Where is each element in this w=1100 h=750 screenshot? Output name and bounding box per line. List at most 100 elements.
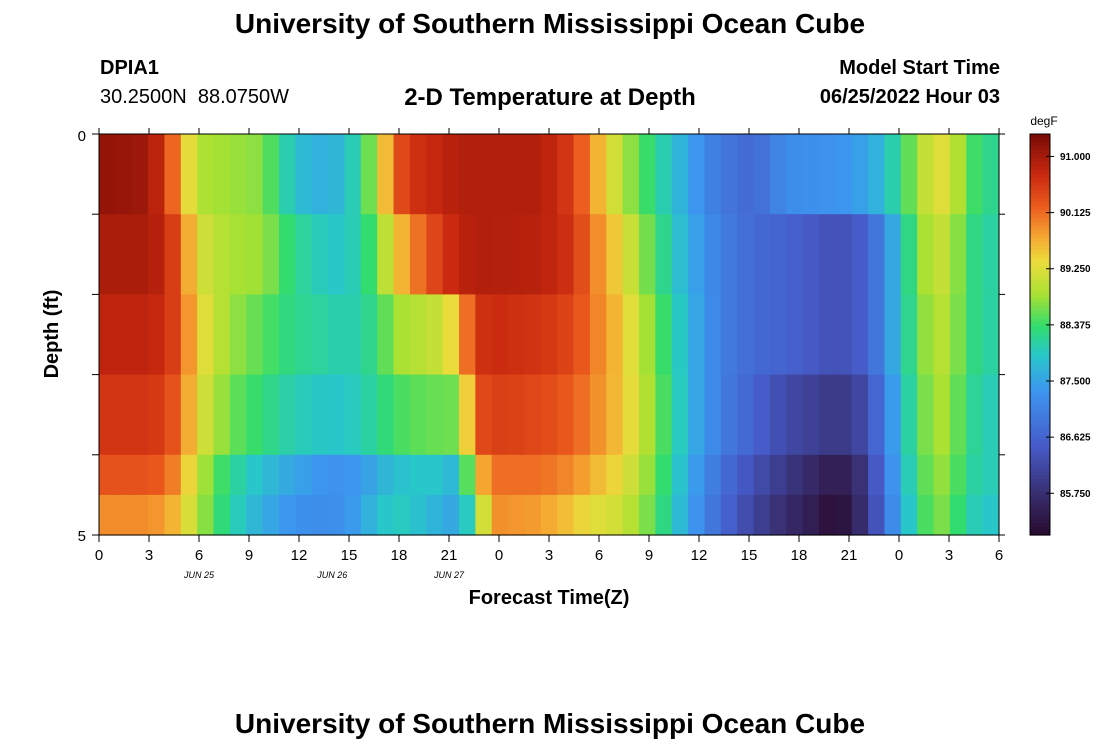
heatmap-cell [508, 494, 526, 536]
heatmap-cell [868, 294, 886, 376]
colorbar-tick-label: 85.750 [1060, 489, 1091, 500]
heatmap-cell [328, 134, 346, 215]
colorbar-swatch [1030, 286, 1050, 291]
heatmap-cell [622, 294, 640, 376]
heatmap-cell [966, 454, 984, 496]
heatmap-cell [819, 134, 836, 215]
heatmap-cell [377, 454, 395, 496]
heatmap-cell [393, 494, 411, 536]
heatmap-cell [851, 134, 869, 215]
heatmap-cell [229, 454, 247, 496]
heatmap-cell [131, 374, 149, 456]
heatmap-cell [737, 454, 755, 496]
heatmap-cell [360, 454, 378, 496]
heatmap-cell [524, 494, 542, 536]
heatmap-cell [753, 294, 771, 376]
heatmap-cell [655, 134, 673, 215]
heatmap-cell [262, 214, 280, 295]
heatmap-cell [475, 134, 493, 215]
heatmap-cell [917, 494, 935, 536]
heatmap-cell [246, 454, 264, 496]
colorbar-swatch [1030, 470, 1050, 476]
x-tick-label: 18 [391, 547, 408, 564]
x-tick-label: 3 [545, 547, 553, 564]
heatmap-cell [131, 294, 149, 376]
heatmap-cell [769, 294, 787, 376]
heatmap-cell [409, 374, 427, 456]
colorbar-swatch [1030, 182, 1050, 187]
heatmap-cell [148, 134, 166, 215]
heatmap-cell [819, 494, 836, 536]
colorbar-swatch [1030, 390, 1050, 396]
colorbar-swatch [1030, 518, 1050, 524]
heatmap-cell [328, 214, 346, 295]
colorbar-swatch [1030, 150, 1050, 155]
colorbar-swatch [1030, 346, 1050, 352]
heatmap-cell [688, 294, 706, 376]
heatmap-cell [868, 494, 886, 536]
heatmap-cell [982, 214, 1000, 295]
heatmap-cell [491, 494, 509, 536]
heatmap-cell [655, 494, 673, 536]
heatmap-cell [328, 374, 346, 456]
heatmap-cell [917, 374, 935, 456]
heatmap-cell [311, 214, 329, 295]
colorbar-swatch [1030, 342, 1050, 348]
heatmap-cell [622, 454, 640, 496]
heatmap-cell [246, 374, 264, 456]
heatmap-cell [442, 374, 460, 456]
colorbar-swatch [1030, 422, 1050, 428]
colorbar-tick-label: 91.000 [1060, 152, 1091, 163]
heatmap-cell [115, 294, 133, 376]
heatmap-cell [442, 494, 460, 536]
heatmap-cell [409, 214, 427, 295]
heatmap-cell [753, 494, 771, 536]
temperature-depth-chart: 0 3 6 9 12 15 18 21 0 3 6 9 12 15 18 21 0 3 6 0 5 JUN 25 JU… [41, 114, 1091, 609]
heatmap-cell [99, 374, 116, 456]
heatmap-cell [720, 134, 738, 215]
heatmap-cell [786, 214, 804, 295]
heatmap-cell [491, 134, 509, 215]
heatmap-cell [344, 454, 362, 496]
heatmap-cell [802, 134, 820, 215]
colorbar-swatch [1030, 190, 1050, 195]
colorbar-swatch [1030, 230, 1050, 235]
x-tick-label: 12 [691, 547, 708, 564]
colorbar-swatch [1030, 442, 1050, 448]
colorbar-swatch [1030, 334, 1050, 340]
colorbar-swatch [1030, 430, 1050, 436]
heatmap-cell [557, 494, 575, 536]
colorbar-swatch [1030, 438, 1050, 444]
colorbar-swatch [1030, 178, 1050, 183]
colorbar-swatch [1030, 490, 1050, 496]
colorbar-swatch [1030, 370, 1050, 376]
heatmap-cell [475, 214, 493, 295]
colorbar-swatch [1030, 474, 1050, 480]
heatmap-cell [213, 134, 231, 215]
heatmap-cell [442, 134, 460, 215]
colorbar-swatch [1030, 414, 1050, 420]
heatmap-cell [671, 214, 689, 295]
heatmap-cell [180, 294, 198, 376]
heatmap-cell [279, 214, 296, 295]
colorbar-frame [1029, 133, 1051, 536]
heatmap-cell [246, 214, 264, 295]
heatmap-cell [360, 494, 378, 536]
colorbar-swatch [1030, 314, 1050, 320]
heatmap-cell [900, 134, 918, 215]
heatmap-cell [933, 374, 951, 456]
heatmap-cell [720, 294, 738, 376]
heatmap-cell [639, 134, 656, 215]
colorbar-swatch [1030, 174, 1050, 179]
heatmap-cell [966, 374, 984, 456]
heatmap-cell [213, 494, 231, 536]
heatmap-cell [393, 134, 411, 215]
colorbar-tick-label: 87.500 [1060, 377, 1091, 388]
x-axis: 0 3 6 9 12 15 18 21 0 3 6 9 12 15 18 21 0 3 6 [95, 128, 1003, 564]
colorbar-swatch [1030, 318, 1050, 324]
colorbar-swatch [1030, 486, 1050, 492]
heatmap-cell [884, 214, 902, 295]
colorbar-swatch [1030, 278, 1050, 283]
heatmap-cell [688, 374, 706, 456]
colorbar-swatch [1030, 290, 1050, 295]
